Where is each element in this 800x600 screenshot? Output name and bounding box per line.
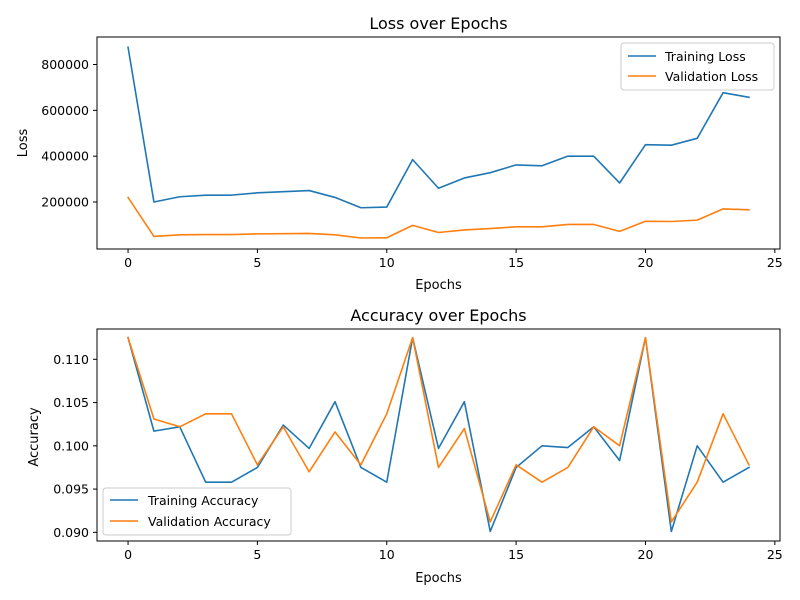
loss-x-tick-label: 15 (508, 255, 524, 270)
accuracy-legend-box (102, 487, 292, 536)
loss-x-tick-label: 0 (124, 255, 132, 270)
loss-y-axis-label: Loss (16, 129, 31, 158)
accuracy-y-tick-label: 0.105 (53, 395, 89, 410)
accuracy-legend: Training Accuracy Validation Accuracy (102, 487, 292, 536)
loss-legend-label-training: Training Loss (664, 49, 746, 64)
accuracy-y-tick-label: 0.090 (53, 525, 89, 540)
accuracy-x-ticks: 0 5 10 15 20 25 (124, 541, 783, 562)
loss-legend-box (620, 42, 775, 91)
loss-y-ticks: 200000 400000 600000 800000 (41, 57, 97, 210)
accuracy-series-line-validation (127, 336, 751, 523)
loss-y-tick-label: 800000 (41, 57, 89, 72)
loss-y-tick-label: 200000 (41, 195, 89, 210)
accuracy-y-ticks: 0.090 0.095 0.100 0.105 0.110 (53, 352, 97, 540)
accuracy-y-tick-label: 0.110 (53, 352, 89, 367)
loss-series-line-validation (126, 196, 750, 239)
loss-legend: Training Loss Validation Loss (620, 42, 775, 91)
accuracy-chart: Accuracy over Epochs 0 5 10 15 20 25 0.0900.0… (27, 306, 783, 586)
accuracy-lines (127, 336, 751, 533)
accuracy-x-tick-label: 15 (508, 547, 524, 562)
accuracy-x-tick-label: 0 (124, 547, 132, 562)
accuracy-y-tick-label: 0.100 (53, 438, 89, 453)
accuracy-x-tick-label: 25 (767, 547, 783, 562)
loss-x-tick-label: 10 (379, 255, 395, 270)
loss-x-tick-label: 5 (253, 255, 261, 270)
accuracy-chart-title: Accuracy over Epochs (350, 306, 526, 325)
accuracy-x-tick-label: 10 (379, 547, 395, 562)
accuracy-legend-label-training: Training Accuracy (147, 493, 259, 508)
accuracy-x-tick-label: 5 (253, 547, 261, 562)
accuracy-legend-label-validation: Validation Accuracy (148, 514, 271, 529)
accuracy-plot-area (96, 328, 781, 542)
loss-x-axis-label: Epochs (415, 278, 462, 293)
loss-legend-label-validation: Validation Loss (665, 69, 758, 84)
accuracy-y-axis-label: Accuracy (27, 407, 42, 467)
accuracy-y-tick-label: 0.095 (53, 482, 89, 497)
accuracy-x-axis-label: Epochs (415, 571, 462, 586)
loss-series-line-training (127, 46, 750, 209)
loss-x-tick-label: 20 (638, 255, 654, 270)
loss-chart: Loss over Epochs 0 5 10 15 20 25 200000 400000… (16, 14, 783, 293)
loss-y-tick-label: 600000 (41, 103, 89, 118)
loss-x-tick-label: 25 (767, 255, 783, 270)
loss-lines (126, 46, 750, 239)
accuracy-x-tick-label: 20 (638, 547, 654, 562)
loss-x-ticks: 0 5 10 15 20 25 (124, 249, 783, 270)
loss-chart-title: Loss over Epochs (369, 14, 507, 33)
loss-y-tick-label: 400000 (41, 149, 89, 164)
